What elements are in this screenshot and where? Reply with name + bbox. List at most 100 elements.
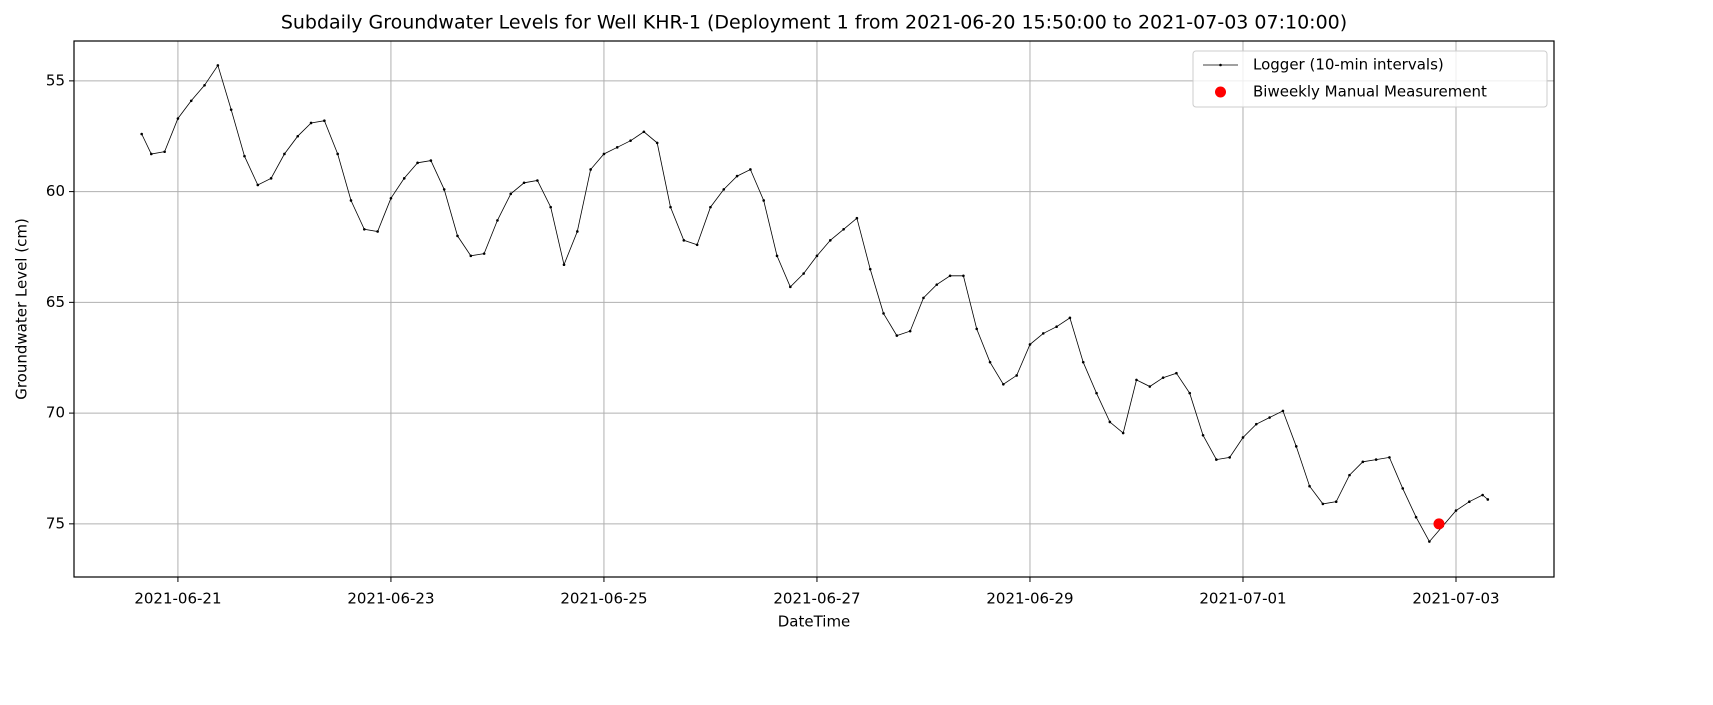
point-marker [735, 174, 739, 178]
point-marker [1281, 409, 1285, 413]
x-tick-label: 2021-07-01 [1199, 590, 1286, 608]
point-marker [1215, 458, 1218, 461]
legend-marker [1219, 63, 1222, 67]
point-marker [189, 99, 193, 103]
point-marker [176, 117, 180, 120]
point-marker [695, 243, 699, 247]
point-marker [589, 168, 592, 171]
point-marker [1095, 391, 1098, 395]
point-marker [522, 181, 526, 185]
point-marker [682, 239, 686, 242]
point-marker [775, 254, 779, 258]
point-marker [1321, 502, 1325, 506]
point-marker [749, 168, 752, 171]
point-marker [1294, 445, 1298, 448]
point-marker [922, 296, 925, 300]
point-marker [882, 312, 885, 315]
y-tick-label: 60 [46, 182, 65, 200]
point-marker [975, 327, 979, 331]
legend-label: Biweekly Manual Measurement [1253, 83, 1487, 101]
point-marker [615, 146, 619, 149]
point-marker [149, 152, 153, 156]
y-axis-label: Groundwater Level (cm) [13, 218, 31, 400]
point-marker [309, 121, 313, 125]
point-marker [1161, 376, 1165, 379]
legend-box [1192, 50, 1548, 108]
point-marker [1028, 343, 1032, 346]
y-tick-label: 70 [46, 404, 65, 422]
point-marker [1135, 378, 1138, 382]
point-marker [363, 227, 366, 231]
point-marker [1254, 422, 1258, 426]
point-marker [602, 152, 606, 156]
point-marker [549, 205, 552, 209]
point-marker [1454, 509, 1458, 512]
point-marker [456, 234, 459, 238]
point-marker [1361, 460, 1365, 464]
plot-frame [73, 40, 1555, 578]
point-marker [536, 179, 539, 182]
point-marker [988, 360, 992, 364]
point-marker [1268, 416, 1271, 419]
point-marker [908, 329, 912, 333]
point-marker [140, 132, 143, 136]
point-marker [323, 119, 326, 123]
point-marker [1241, 436, 1245, 439]
point-marker [509, 192, 513, 196]
point-marker [442, 188, 446, 191]
point-marker [642, 130, 646, 134]
point-marker [962, 274, 965, 278]
legend-label: Logger (10-min intervals) [1253, 56, 1444, 74]
point-marker [349, 199, 353, 202]
point-marker [1334, 500, 1338, 503]
y-tick-label: 65 [46, 293, 65, 311]
chart-title: Subdaily Groundwater Levels for Well KHR… [281, 12, 1347, 34]
point-marker [1015, 374, 1018, 377]
point-marker [1002, 383, 1005, 386]
point-marker [1308, 484, 1311, 488]
point-marker [283, 152, 286, 156]
legend-marker [1215, 86, 1226, 98]
point-marker [1081, 360, 1085, 364]
point-marker [1175, 371, 1178, 375]
point-marker [389, 196, 393, 200]
x-tick-label: 2021-06-23 [347, 590, 434, 608]
x-tick-label: 2021-06-21 [134, 590, 221, 608]
point-marker [789, 285, 792, 289]
point-marker [256, 183, 260, 187]
x-tick-label: 2021-06-29 [986, 590, 1073, 608]
point-marker [1486, 498, 1490, 501]
point-marker [722, 188, 726, 191]
point-marker [203, 83, 206, 87]
point-marker [296, 134, 300, 138]
series-line [141, 64, 1489, 543]
point-marker [895, 334, 899, 337]
point-marker [1068, 316, 1072, 320]
point-marker [1401, 487, 1405, 490]
point-marker [762, 199, 766, 202]
point-marker [576, 230, 579, 233]
point-marker [868, 267, 872, 271]
point-marker [336, 152, 339, 156]
x-tick-label: 2021-06-27 [773, 590, 860, 608]
point-marker [842, 227, 845, 231]
point-marker [163, 150, 166, 154]
scatter-point [1433, 518, 1445, 530]
point-marker [429, 159, 433, 162]
point-marker [269, 177, 273, 180]
point-marker [1481, 493, 1484, 497]
point-marker [1388, 456, 1391, 459]
point-marker [1201, 433, 1205, 437]
point-marker [1468, 500, 1471, 503]
point-marker [402, 177, 406, 180]
point-marker [1041, 332, 1045, 335]
point-marker [1108, 420, 1112, 424]
point-marker [243, 154, 246, 158]
point-marker [1374, 458, 1378, 461]
point-marker [828, 239, 832, 242]
point-marker [935, 283, 939, 286]
point-marker [216, 64, 220, 67]
legend: Logger (10-min intervals) Biweekly Manual… [1192, 50, 1548, 108]
